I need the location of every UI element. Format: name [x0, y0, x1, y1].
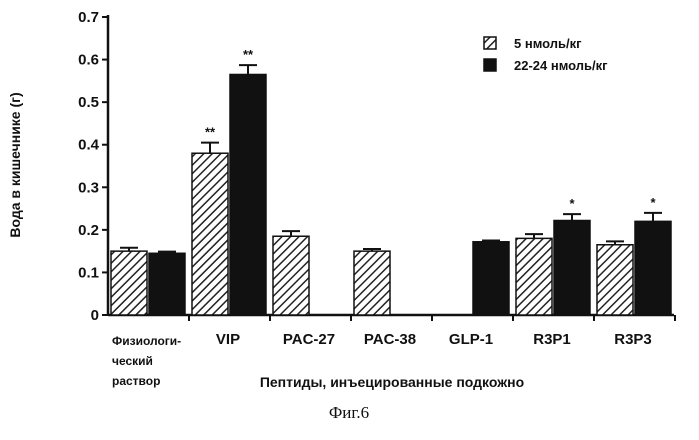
bar-5nmol — [354, 251, 390, 315]
bar-5nmol — [273, 236, 309, 315]
bar-5nmol — [192, 153, 228, 315]
x-tick-label: ческий — [112, 354, 153, 368]
legend-swatch — [484, 37, 496, 49]
y-tick-label: 0.3 — [78, 179, 99, 196]
significance-marker: ** — [205, 125, 216, 140]
legend-label: 5 нмоль/кг — [514, 36, 582, 51]
x-axis-title: Пептиды, инъецированные подкожно — [260, 374, 524, 390]
y-tick-label: 0.1 — [78, 264, 99, 281]
x-tick-label: PAC-38 — [364, 331, 416, 348]
y-tick-label: 0.7 — [78, 9, 99, 26]
bar-5nmol — [516, 238, 552, 315]
y-tick-label: 0.5 — [78, 94, 99, 111]
y-tick-label: 0 — [91, 307, 99, 324]
x-tick-label: GLP-1 — [449, 331, 493, 348]
x-tick-label: PAC-27 — [283, 331, 335, 348]
y-axis-title: Вода в кишечнике (г) — [7, 92, 23, 237]
y-tick-label: 0.4 — [78, 137, 100, 154]
legend-label: 22-24 нмоль/кг — [514, 58, 608, 73]
bar-22-24nmol — [149, 253, 185, 315]
legend-swatch — [484, 59, 496, 71]
significance-marker: * — [650, 195, 656, 210]
bar-5nmol — [597, 245, 633, 315]
x-tick-label: VIP — [216, 331, 240, 348]
x-tick-label: R3P1 — [533, 331, 571, 348]
x-tick-label: раствор — [112, 374, 160, 388]
x-tick-label: Физиологи- — [112, 334, 181, 348]
bar-22-24nmol — [554, 220, 590, 315]
legend: 5 нмоль/кг 22-24 нмоль/кг — [484, 36, 608, 73]
bar-22-24nmol — [635, 221, 671, 315]
bar-5nmol — [111, 251, 147, 315]
bar-22-24nmol — [473, 242, 509, 315]
bar-22-24nmol — [230, 74, 266, 315]
y-tick-label: 0.6 — [78, 52, 99, 69]
figure-caption: Фиг.6 — [329, 403, 369, 422]
significance-marker: ** — [243, 47, 254, 62]
y-tick-label: 0.2 — [78, 222, 99, 239]
significance-marker: * — [569, 196, 575, 211]
x-tick-label: R3P3 — [614, 331, 652, 348]
